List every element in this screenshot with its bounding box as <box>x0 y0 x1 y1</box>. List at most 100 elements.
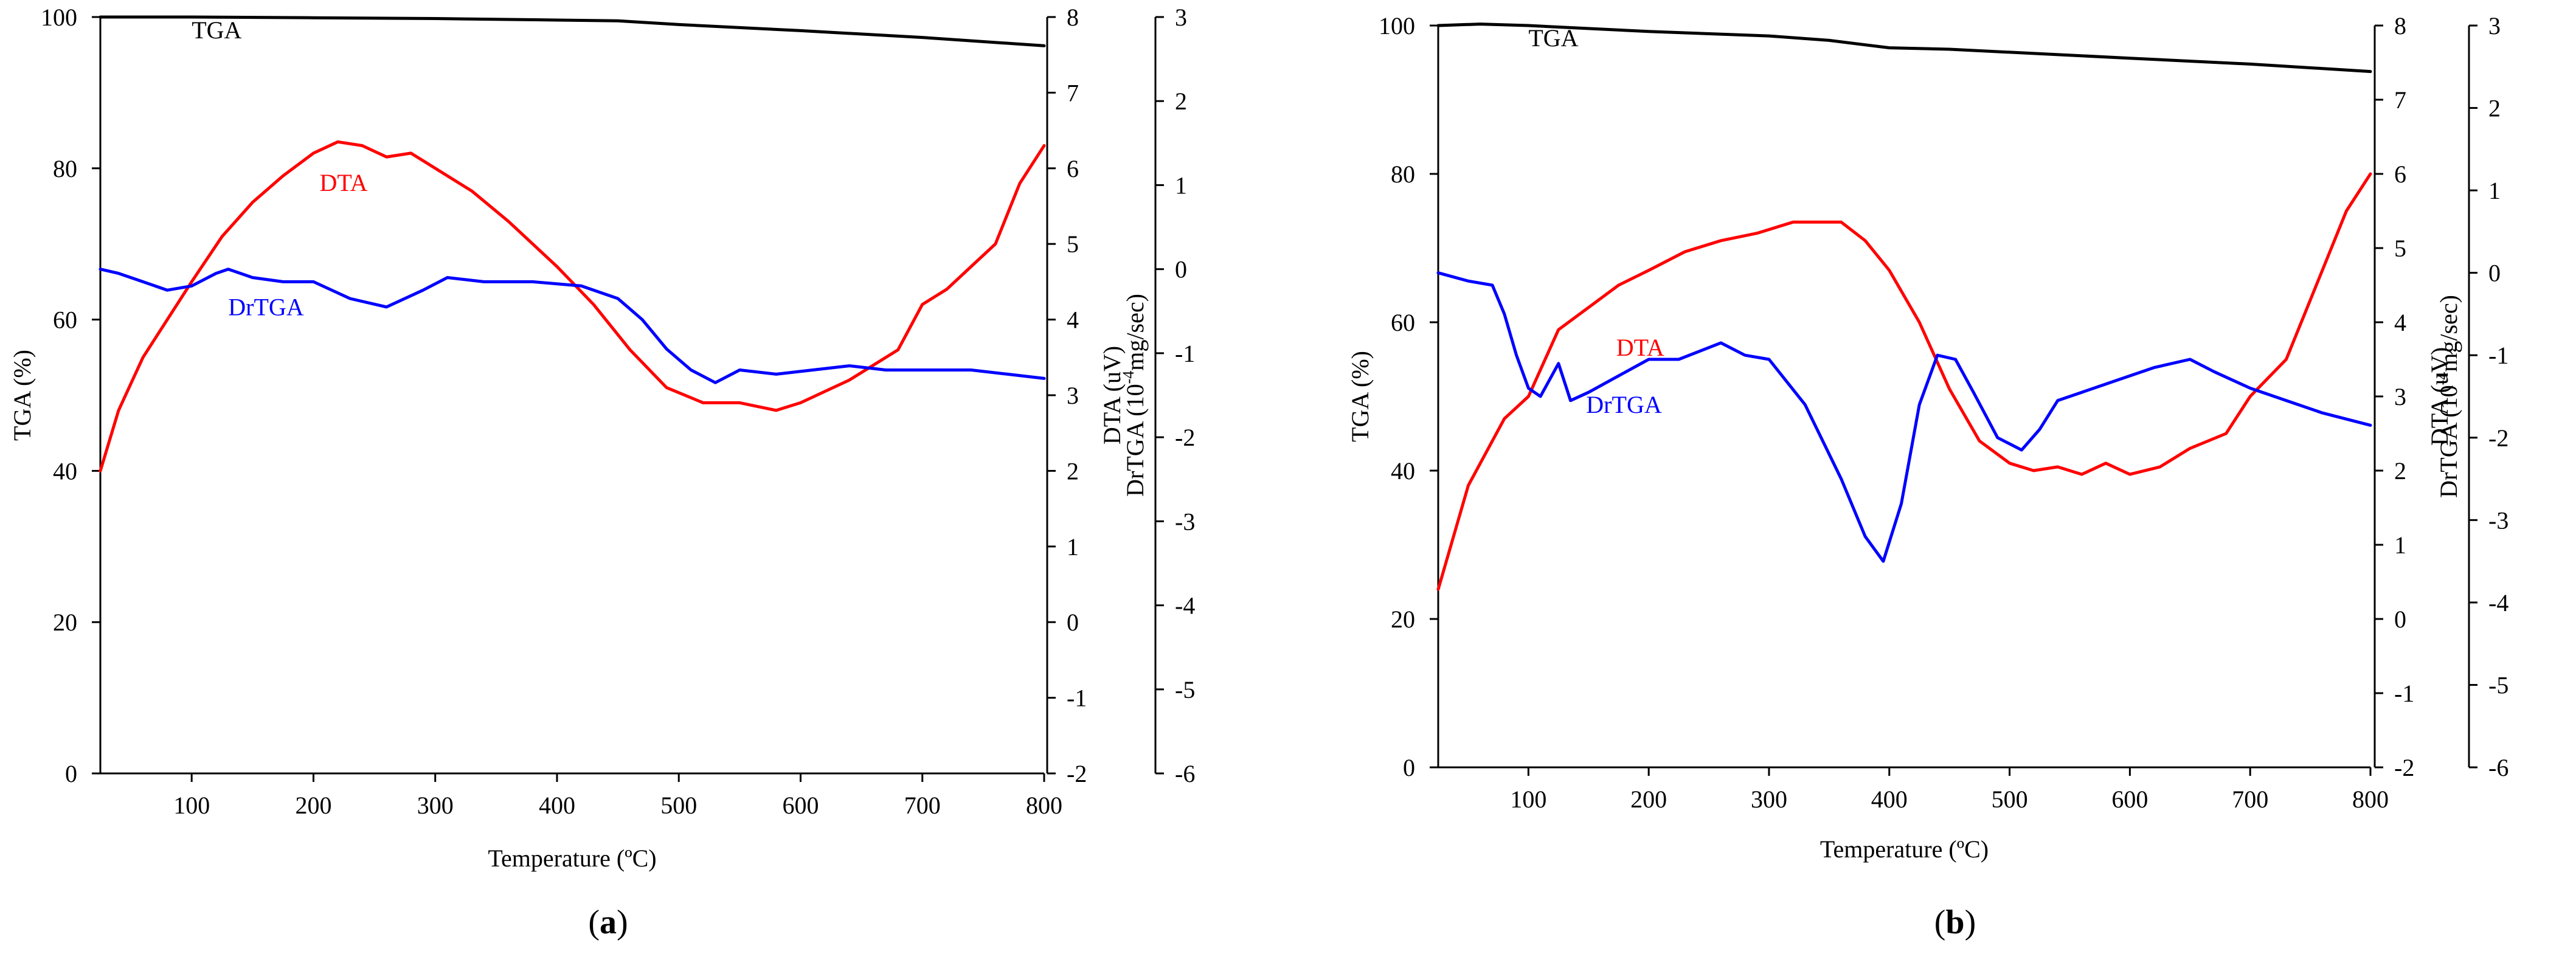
dta-tick-label: 5 <box>1067 230 1079 258</box>
drtga-tick-label: 1 <box>2488 177 2501 204</box>
tga-tick-label: 100 <box>1379 12 1415 40</box>
x-tick-label: 700 <box>904 792 941 819</box>
tga-axis-title: TGA (%) <box>9 350 36 441</box>
tga-tick-label: 0 <box>65 760 77 787</box>
drtga-tick-label: 0 <box>2488 260 2501 287</box>
x-tick-label: 800 <box>2352 786 2389 813</box>
x-tick-label: 200 <box>295 792 331 819</box>
dta-axis-title: DTA (uV) <box>2426 347 2453 446</box>
dta-tick-label: 1 <box>1067 533 1079 561</box>
dta-tick-label: 2 <box>1067 457 1079 485</box>
drtga-tick-label: -4 <box>2488 589 2508 617</box>
drtga-tick-label: 1 <box>1175 171 1187 199</box>
series-line-drtga <box>99 268 1046 384</box>
x-axis-title: Temperature (ºC) <box>488 845 656 872</box>
tga-tick-label: 20 <box>53 609 77 636</box>
tga-tick-label: 60 <box>1391 309 1415 336</box>
dta-tick-label: 0 <box>1067 609 1079 636</box>
dta-tick-label: 6 <box>1067 155 1079 182</box>
drtga-tick-label: 0 <box>1175 256 1187 283</box>
dta-tick-label: 8 <box>2394 12 2406 40</box>
series-line-dta <box>1436 172 2372 591</box>
drtga-title-suffix: mg/sec) <box>2435 295 2462 372</box>
drtga-axis-title: DrTGA (10-4mg/sec) <box>2433 295 2462 498</box>
x-tick-label: 100 <box>1510 786 1546 813</box>
series-line-drtga <box>1436 271 2372 563</box>
series-label-dta: DTA <box>319 169 367 196</box>
dta-tick-label: 7 <box>1067 79 1079 106</box>
series-label-tga: TGA <box>192 16 241 44</box>
dta-tick-label: 1 <box>2394 531 2406 559</box>
drtga-title-prefix: DrTGA (10 <box>2435 385 2462 498</box>
drtga-tick-label: 2 <box>1175 88 1187 115</box>
dta-tick-label: 3 <box>2394 383 2406 410</box>
dta-tick-label: 6 <box>2394 161 2406 188</box>
panel-label: (b) <box>1934 904 1976 941</box>
x-tick-label: 300 <box>1751 786 1787 813</box>
drtga-tick-label: -6 <box>2488 754 2508 781</box>
dta-tick-label: -1 <box>2394 680 2414 707</box>
dta-tick-label: 7 <box>2394 86 2406 114</box>
x-tick-label: 100 <box>173 792 210 819</box>
drtga-title-superscript: -4 <box>2433 372 2451 385</box>
drtga-axis-title: DrTGA (10-4mg/sec) <box>1120 294 1149 497</box>
x-tick-label: 500 <box>660 792 697 819</box>
tga-axis-title: TGA (%) <box>1346 351 1374 442</box>
drtga-tick-label: -5 <box>1175 676 1195 703</box>
dta-tick-label: 0 <box>2394 606 2406 633</box>
dta-axis-title: DTA (uV) <box>1098 346 1126 444</box>
dta-tick-label: -2 <box>2394 754 2414 781</box>
chart-panel-a: 100 200 300 400 500 600 700 800020406080100-2-1… <box>9 4 1195 941</box>
tga-tick-label: 20 <box>1391 606 1415 633</box>
drtga-tick-label: 3 <box>2488 12 2501 40</box>
drtga-tick-label: -2 <box>2488 424 2508 452</box>
drtga-tick-label: -3 <box>1175 508 1195 535</box>
series-label-drtga: DrTGA <box>1586 391 1662 418</box>
series-label-drtga: DrTGA <box>228 294 304 321</box>
drtga-tick-label: -3 <box>2488 506 2508 534</box>
tga-tick-label: 60 <box>53 306 77 334</box>
tga-tick-label: 80 <box>1391 161 1415 188</box>
x-axis-title: Temperature (ºC) <box>1820 835 1989 863</box>
series-label-tga: TGA <box>1528 24 1578 52</box>
dta-tick-label: 4 <box>2394 309 2406 336</box>
tga-tick-label: 80 <box>53 155 77 182</box>
dta-tick-label: 8 <box>1067 4 1079 31</box>
drtga-tick-label: 3 <box>1175 4 1187 31</box>
dta-tick-label: 3 <box>1067 382 1079 409</box>
dta-tick-label: 2 <box>2394 457 2406 485</box>
dta-tick-label: -2 <box>1067 760 1087 787</box>
dta-tick-label: 5 <box>2394 235 2406 262</box>
drtga-tick-label: -4 <box>1175 592 1195 620</box>
drtga-title-superscript: -4 <box>1120 371 1137 384</box>
x-tick-label: 500 <box>1992 786 2028 813</box>
drtga-tick-label: -5 <box>2488 671 2508 699</box>
x-tick-label: 400 <box>1871 786 1908 813</box>
x-tick-label: 400 <box>539 792 575 819</box>
series-line-tga <box>99 15 1046 47</box>
drtga-tick-label: -1 <box>2488 342 2508 369</box>
tga-tick-label: 40 <box>53 457 77 485</box>
drtga-tick-label: 2 <box>2488 95 2501 122</box>
dta-tick-label: -1 <box>1067 685 1087 712</box>
series-line-tga <box>1436 22 2372 74</box>
dta-tick-label: 4 <box>1067 306 1079 334</box>
x-tick-label: 300 <box>417 792 454 819</box>
drtga-title-suffix: mg/sec) <box>1121 294 1149 371</box>
x-tick-label: 200 <box>1630 786 1667 813</box>
x-tick-label: 600 <box>2111 786 2148 813</box>
drtga-tick-label: -1 <box>1175 340 1195 367</box>
tga-tick-label: 0 <box>1403 754 1415 781</box>
series-label-dta: DTA <box>1616 334 1664 361</box>
chart-panel-b: 100 200 300 400 500 600 700 800020406080100-2-1… <box>1346 12 2508 941</box>
drtga-title-prefix: DrTGA (10 <box>1121 384 1149 497</box>
panel-label: (a) <box>588 904 628 941</box>
tga-tick-label: 40 <box>1391 457 1415 485</box>
tga-tick-label: 100 <box>41 4 77 31</box>
x-tick-label: 700 <box>2232 786 2268 813</box>
drtga-tick-label: -6 <box>1175 760 1195 787</box>
series-line-dta <box>99 140 1046 472</box>
x-tick-label: 800 <box>1026 792 1062 819</box>
x-tick-label: 600 <box>782 792 819 819</box>
